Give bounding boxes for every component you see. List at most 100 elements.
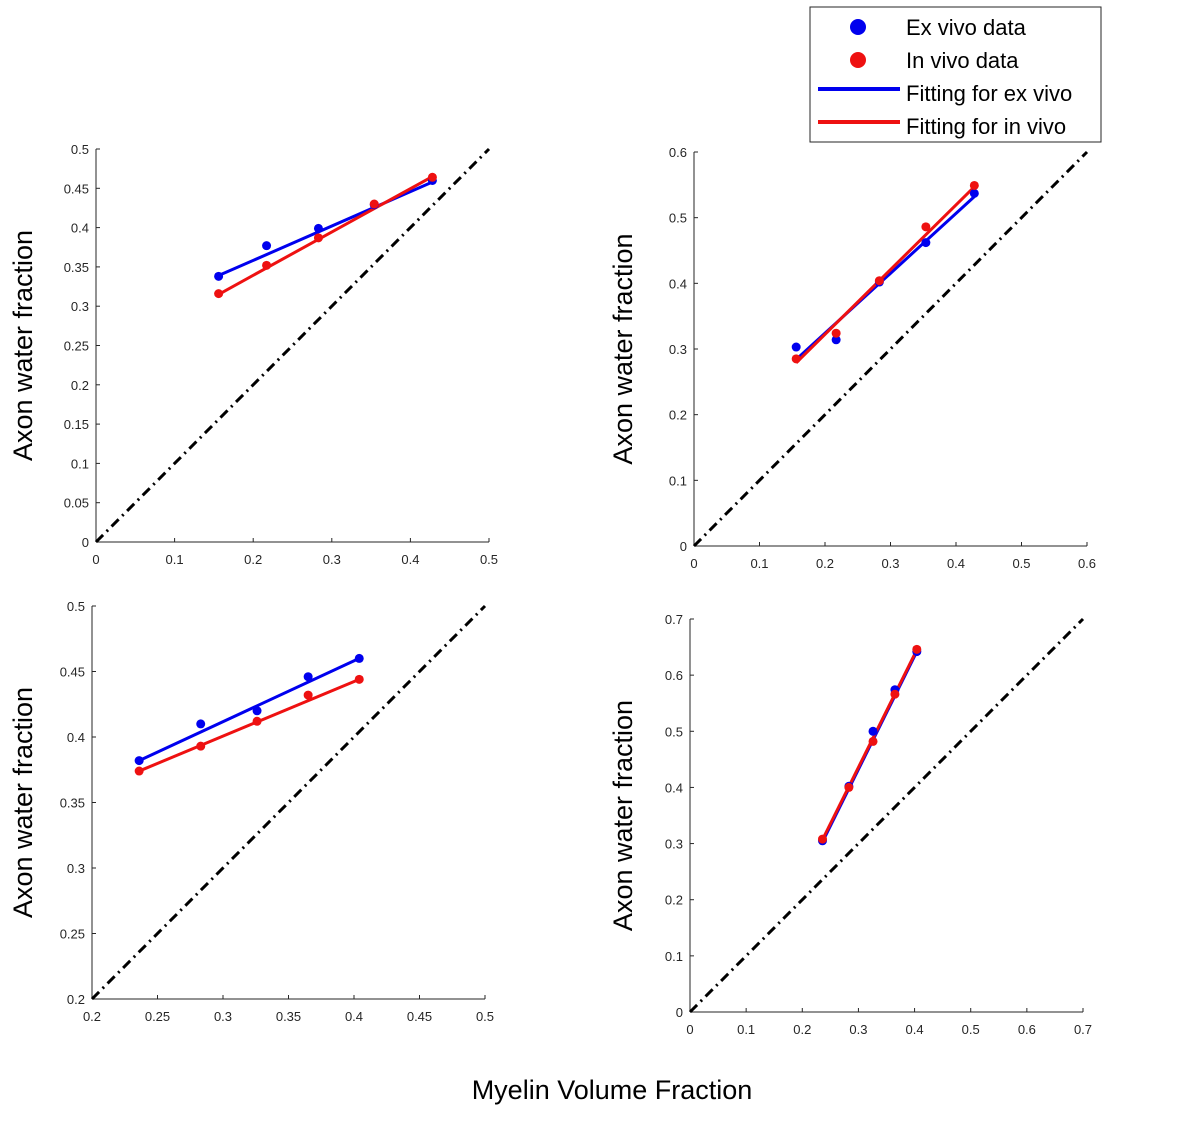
point-in-vivo — [844, 782, 854, 792]
point-in-vivo — [252, 716, 262, 726]
y-tick-label: 0.2 — [71, 378, 89, 393]
y-axis-label: Axon water fraction — [608, 700, 638, 931]
legend-marker-icon — [850, 52, 866, 68]
legend-marker-icon — [850, 19, 866, 35]
legend: Ex vivo data In vivo data Fitting for ex v… — [809, 6, 1102, 143]
point-ex-vivo — [196, 719, 206, 729]
fit-line-in-vivo — [138, 677, 360, 773]
identity-line — [94, 147, 491, 544]
point-in-vivo — [890, 689, 900, 699]
x-tick-label: 0.2 — [816, 556, 834, 571]
y-tick-label: 0.25 — [64, 339, 89, 354]
identity-line — [692, 150, 1089, 548]
x-tick-label: 0.3 — [881, 556, 899, 571]
point-ex-vivo — [313, 223, 323, 233]
y-tick-label: 0.5 — [665, 724, 683, 739]
point-in-vivo — [921, 222, 931, 232]
y-tick-label: 0.05 — [64, 496, 89, 511]
x-tick-label: 0.2 — [83, 1009, 101, 1024]
x-tick-label: 0.25 — [145, 1009, 170, 1024]
panels: 0 0.1 0.2 0.3 0.4 0.5 0 0.05 0.1 0.15 0.2 0.25 0.3 0.… — [8, 142, 1096, 1037]
x-tick-label: 0.3 — [323, 552, 341, 567]
y-tick-label: 0.45 — [64, 181, 89, 196]
x-tick-label: 0 — [686, 1022, 693, 1037]
y-tick-label: 0.1 — [71, 456, 89, 471]
y-tick-label: 0.4 — [669, 276, 687, 291]
point-ex-vivo — [303, 672, 313, 682]
y-tick-label: 0.3 — [669, 342, 687, 357]
point-ex-vivo — [354, 653, 364, 663]
y-tick-label: 0.45 — [60, 665, 85, 680]
x-tick-label: 0.2 — [244, 552, 262, 567]
x-tick-label: 0.5 — [1012, 556, 1030, 571]
fit-line-ex-vivo — [138, 657, 360, 762]
y-tick-label: 0.5 — [669, 211, 687, 226]
y-tick-label: 0.35 — [64, 260, 89, 275]
x-tick-label: 0.45 — [407, 1009, 432, 1024]
y-tick-label: 0.7 — [665, 612, 683, 627]
x-tick-label: 0.5 — [962, 1022, 980, 1037]
fit-line-ex-vivo — [218, 180, 434, 277]
point-ex-vivo — [214, 271, 224, 281]
legend-label: Ex vivo data — [906, 15, 1027, 40]
point-in-vivo — [134, 766, 144, 776]
x-tick-label: 0.7 — [1074, 1022, 1092, 1037]
chart-panel-2: 0 0.1 0.2 0.3 0.4 0.5 0.6 0 0.1 0.2 0.3 0.4 0.5 0.6 Ax… — [608, 145, 1096, 571]
y-tick-label: 0.4 — [665, 780, 683, 795]
point-in-vivo — [313, 233, 323, 243]
x-tick-label: 0.6 — [1018, 1022, 1036, 1037]
point-ex-vivo — [969, 188, 979, 198]
point-in-vivo — [196, 741, 206, 751]
y-axis-label: Axon water fraction — [8, 230, 38, 461]
x-tick-label: 0.4 — [906, 1022, 924, 1037]
fit-line-in-vivo — [795, 185, 976, 364]
y-axis-label: Axon water fraction — [8, 687, 38, 918]
x-tick-label: 0 — [92, 552, 99, 567]
chart-panel-1: 0 0.1 0.2 0.3 0.4 0.5 0 0.05 0.1 0.15 0.2 0.25 0.3 0.… — [8, 142, 498, 567]
x-tick-label: 0.35 — [276, 1009, 301, 1024]
point-in-vivo — [427, 172, 437, 182]
y-tick-label: 0.4 — [71, 221, 89, 236]
point-ex-vivo — [262, 241, 272, 251]
identity-line — [90, 604, 487, 1001]
y-tick-label: 0.6 — [669, 145, 687, 160]
y-tick-label: 0.2 — [665, 893, 683, 908]
y-tick-label: 0.3 — [71, 299, 89, 314]
x-tick-label: 0.3 — [214, 1009, 232, 1024]
y-tick-label: 0.1 — [669, 473, 687, 488]
point-in-vivo — [969, 180, 979, 190]
point-ex-vivo — [791, 342, 801, 352]
identity-line — [688, 617, 1085, 1014]
x-tick-label: 0.1 — [737, 1022, 755, 1037]
chart-panel-4: 0 0.1 0.2 0.3 0.4 0.5 0.6 0.7 0 0.1 0.2 0.3 0.4 0.5 0.… — [608, 612, 1092, 1037]
x-tick-label: 0.4 — [401, 552, 419, 567]
x-tick-label: 0.4 — [947, 556, 965, 571]
y-tick-label: 0 — [680, 539, 687, 554]
point-ex-vivo — [868, 726, 878, 736]
legend-label: Fitting for in vivo — [906, 114, 1066, 139]
point-ex-vivo — [831, 335, 841, 345]
x-tick-label: 0 — [690, 556, 697, 571]
point-in-vivo — [791, 354, 801, 364]
y-tick-label: 0.2 — [669, 408, 687, 423]
x-tick-label: 0.5 — [480, 552, 498, 567]
point-in-vivo — [868, 736, 878, 746]
x-tick-label: 0.1 — [750, 556, 768, 571]
point-in-vivo — [214, 289, 224, 299]
point-ex-vivo — [134, 756, 144, 766]
point-in-vivo — [262, 260, 272, 270]
x-tick-label: 0.5 — [476, 1009, 494, 1024]
point-in-vivo — [817, 834, 827, 844]
y-axis-label: Axon water fraction — [608, 233, 638, 464]
y-tick-label: 0.25 — [60, 927, 85, 942]
y-tick-label: 0.3 — [665, 837, 683, 852]
y-tick-label: 0 — [676, 1005, 683, 1020]
point-in-vivo — [912, 644, 922, 654]
chart-panel-3: 0.2 0.25 0.3 0.35 0.4 0.45 0.5 0.2 0.25 0.3 0.35 0.… — [8, 599, 494, 1024]
y-tick-label: 0.3 — [67, 861, 85, 876]
y-tick-label: 0.15 — [64, 417, 89, 432]
y-tick-label: 0.2 — [67, 992, 85, 1007]
x-tick-label: 0.4 — [345, 1009, 363, 1024]
fit-line-in-vivo — [217, 175, 434, 296]
